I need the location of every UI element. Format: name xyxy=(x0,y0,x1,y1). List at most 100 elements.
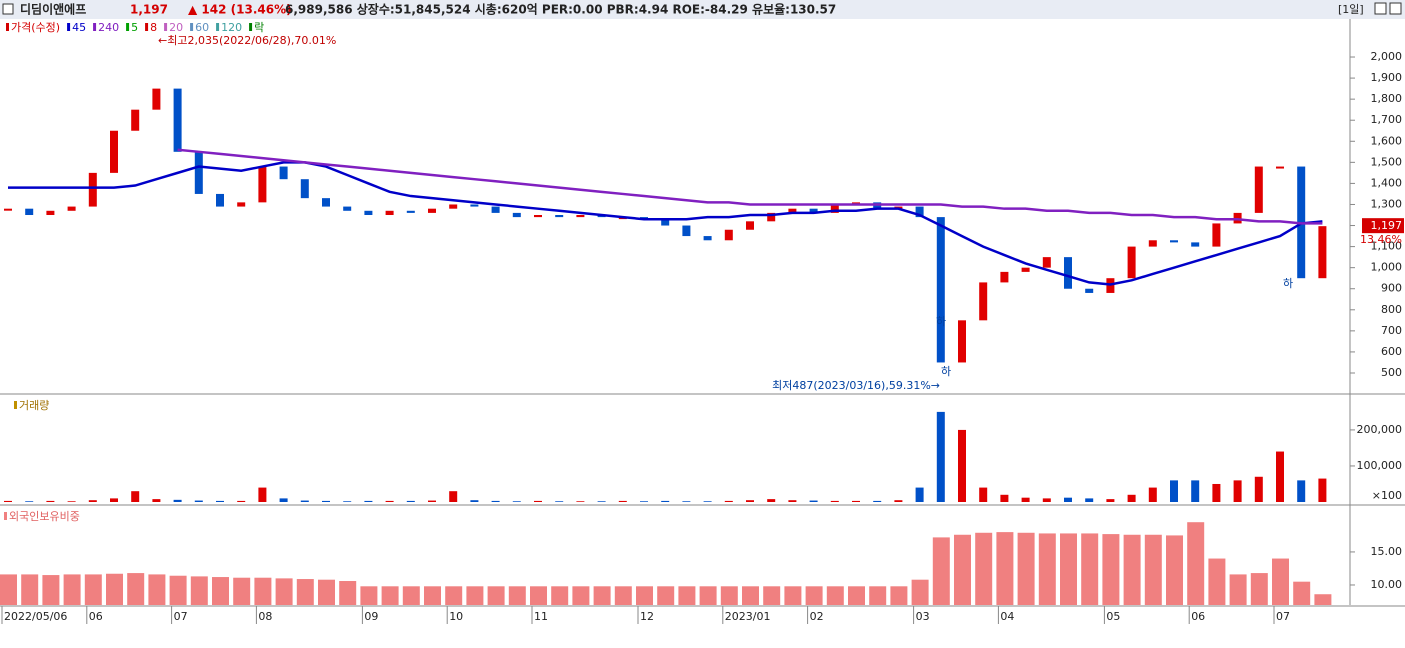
volume-bar xyxy=(364,500,373,502)
candle xyxy=(1212,223,1221,247)
close-button[interactable] xyxy=(1389,2,1402,15)
candle xyxy=(512,212,521,218)
volume-bar xyxy=(788,500,797,502)
foreign-bar xyxy=(720,586,738,605)
stock-name: 디딤이앤에프 xyxy=(20,2,86,17)
foreign-bar xyxy=(1250,573,1268,605)
volume-bar xyxy=(1085,498,1094,502)
foreign-bar xyxy=(63,574,81,605)
volume-bar xyxy=(1212,483,1221,502)
period[interactable]: [1일] xyxy=(1338,2,1364,16)
candle xyxy=(534,215,542,218)
foreign-bar xyxy=(1293,581,1311,605)
header-bar xyxy=(0,0,1405,19)
candle xyxy=(1254,166,1263,213)
volume-bar xyxy=(618,500,627,502)
x-tick-label: 05 xyxy=(1106,610,1120,623)
annotation: 하 xyxy=(936,314,946,328)
legend-swatch xyxy=(14,401,17,409)
y-tick-label: 2,000 xyxy=(1371,50,1403,63)
window-button[interactable] xyxy=(1374,2,1387,15)
foreign-bar xyxy=(975,532,993,605)
foreign-bar xyxy=(169,575,187,605)
y-tick-label: 1,000 xyxy=(1371,261,1403,274)
legend-swatch xyxy=(216,23,220,31)
y-tick-label: 100,000 xyxy=(1357,459,1403,472)
candle xyxy=(724,229,733,241)
volume-bar xyxy=(1021,497,1030,502)
candle xyxy=(555,215,564,218)
y-tick-label: 1,400 xyxy=(1371,176,1403,189)
foreign-bar xyxy=(763,586,781,605)
candle xyxy=(936,217,945,363)
foreign-bar xyxy=(848,586,865,605)
foreign-bar xyxy=(869,586,887,605)
foreign-bar xyxy=(254,577,272,605)
candle xyxy=(322,198,330,207)
volume-bar xyxy=(1000,494,1009,502)
y-tick-label: 200,000 xyxy=(1357,423,1403,436)
volume-bar xyxy=(767,499,776,502)
candle xyxy=(979,282,988,321)
volume-bar xyxy=(491,500,500,502)
legend-swatch xyxy=(145,23,149,31)
foreign-bar xyxy=(1060,533,1077,605)
volume-bar xyxy=(25,501,34,502)
y-tick-label: 15.00 xyxy=(1371,545,1403,558)
annotation: 하 xyxy=(1283,276,1293,290)
foreign-bar xyxy=(1144,534,1162,605)
foreign-bar xyxy=(212,577,229,605)
legend-swatch xyxy=(164,23,168,31)
candle xyxy=(809,208,818,213)
ma-line xyxy=(177,148,1323,225)
annotation: ←최고2,035(2022/06/28),70.01% xyxy=(158,34,336,47)
legend-label: 락 xyxy=(254,21,264,34)
foreign-bar xyxy=(614,586,632,605)
foreign-bar xyxy=(784,586,802,605)
foreign-bar xyxy=(0,574,17,605)
x-tick-label: 10 xyxy=(449,610,463,623)
foreign-bar xyxy=(1102,534,1120,605)
foreign-bar xyxy=(1208,558,1226,605)
volume-bar xyxy=(470,500,479,502)
x-tick-label: 07 xyxy=(174,610,188,623)
foreign-bar xyxy=(1272,558,1289,605)
y-tick-label: 500 xyxy=(1381,366,1402,379)
candle xyxy=(428,208,436,213)
foreign-bar xyxy=(445,586,463,605)
candle xyxy=(216,193,224,207)
foreign-bar xyxy=(805,586,823,605)
volume-bar xyxy=(131,491,140,502)
candle xyxy=(703,236,712,241)
foreign-bar xyxy=(402,586,420,605)
foreign-bar xyxy=(996,532,1014,605)
foreign-bar xyxy=(487,586,505,605)
x-tick-label: 06 xyxy=(1191,610,1205,623)
volume-bar xyxy=(406,500,415,502)
y-tick-label: 1,700 xyxy=(1371,113,1403,126)
y-tick-label: 600 xyxy=(1381,345,1402,358)
foreign-bar xyxy=(466,586,484,605)
x-tick-label: 11 xyxy=(534,610,548,623)
candle xyxy=(343,206,352,211)
foreign-bar xyxy=(572,586,590,605)
candle xyxy=(131,109,140,131)
volume-bar xyxy=(576,501,585,502)
foreign-bar xyxy=(127,573,145,605)
candle xyxy=(1170,240,1178,243)
volume-bar xyxy=(534,500,542,502)
checkbox[interactable] xyxy=(2,3,14,15)
legend-swatch xyxy=(4,512,7,520)
foreign-bar xyxy=(275,578,293,605)
volume-bar xyxy=(449,491,458,502)
volume-bar xyxy=(894,500,903,502)
volume-bar xyxy=(1318,478,1327,502)
volume-bar xyxy=(1191,480,1200,502)
x-tick-label: 02 xyxy=(810,610,824,623)
x-tick-label: 08 xyxy=(258,610,272,623)
foreign-bar xyxy=(381,586,399,605)
volume-bar xyxy=(428,500,436,502)
candle xyxy=(194,151,203,194)
